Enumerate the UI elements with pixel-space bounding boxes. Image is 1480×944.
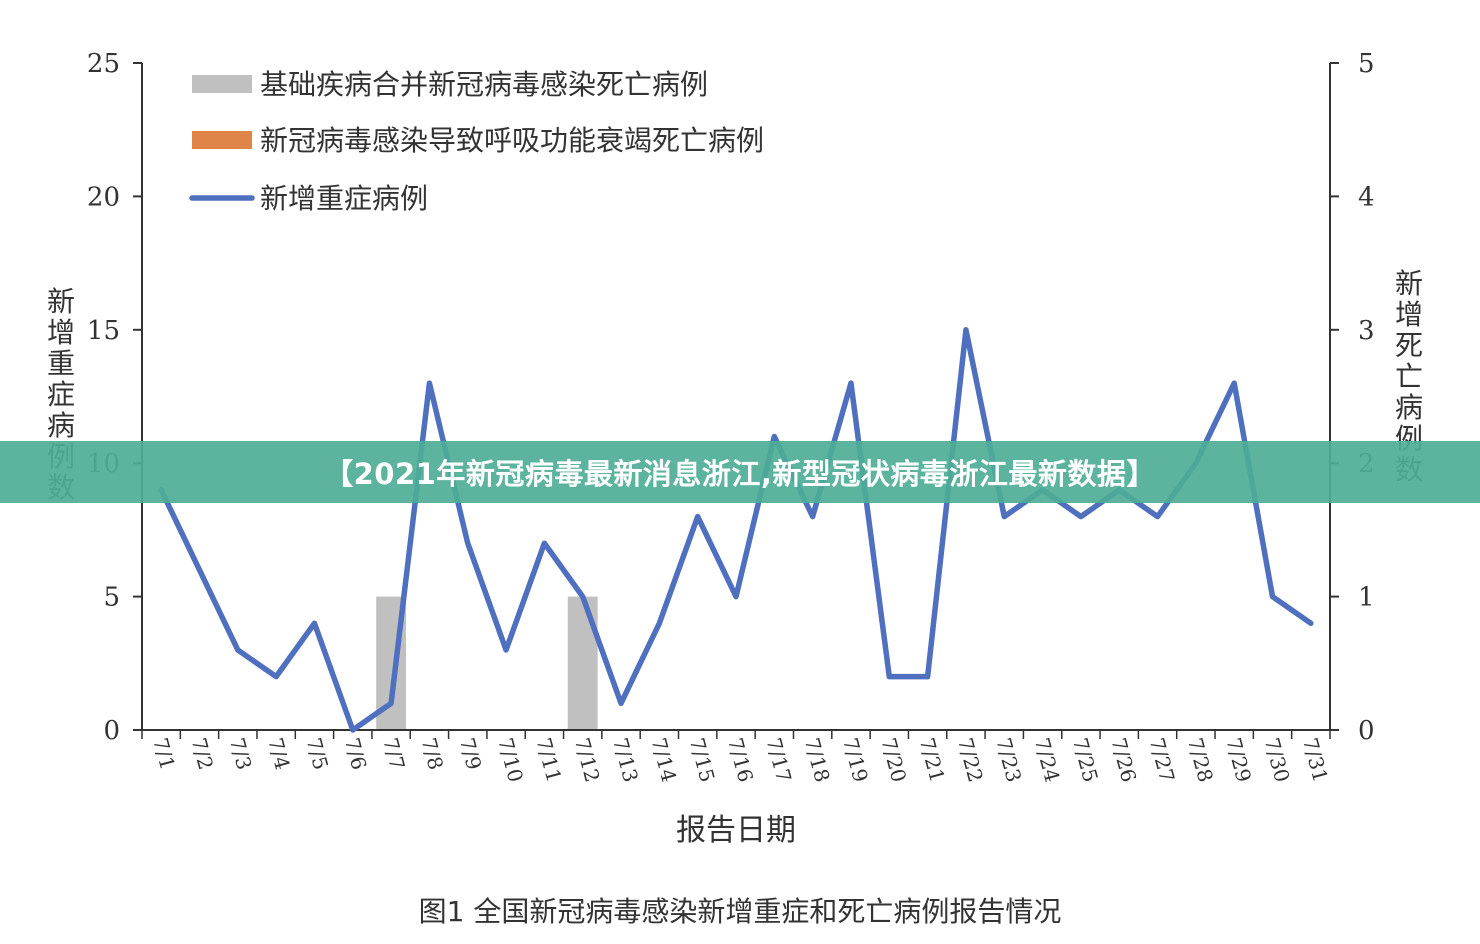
x-axis-label: 报告日期 bbox=[676, 813, 796, 848]
x-tick-label: 7/24 bbox=[1030, 735, 1065, 785]
x-tick-label: 7/14 bbox=[647, 735, 682, 785]
x-tick-label: 7/15 bbox=[685, 735, 720, 785]
right-tick-label: 0 bbox=[1358, 716, 1375, 746]
x-tick-label: 7/16 bbox=[723, 735, 758, 785]
x-tick-label: 7/5 bbox=[302, 735, 334, 772]
right-axis-label-char: 病 bbox=[1395, 391, 1423, 424]
left-tick-label: 20 bbox=[87, 182, 120, 212]
x-tick-label: 7/17 bbox=[761, 735, 796, 785]
left-tick-label: 5 bbox=[103, 583, 120, 613]
x-tick-label: 7/31 bbox=[1298, 735, 1333, 785]
left-axis-label-char: 新 bbox=[47, 285, 75, 318]
legend-label-1: 新冠病毒感染导致呼吸功能衰竭死亡病例 bbox=[260, 124, 764, 157]
line-group bbox=[158, 327, 1314, 733]
right-tick-label: 1 bbox=[1358, 583, 1375, 613]
legend-label-0: 基础疾病合并新冠病毒感染死亡病例 bbox=[260, 68, 708, 101]
x-tick-label: 7/22 bbox=[953, 735, 988, 785]
right-axis-label-char: 亡 bbox=[1395, 360, 1423, 393]
x-tick-label: 7/3 bbox=[225, 735, 257, 772]
bar-7-12 bbox=[567, 596, 598, 730]
x-tick-label: 7/11 bbox=[532, 735, 567, 785]
x-tick-label: 7/29 bbox=[1221, 735, 1256, 785]
legend-label-2: 新增重症病例 bbox=[260, 182, 428, 215]
left-tick-label: 0 bbox=[103, 716, 120, 746]
left-axis-label-char: 增 bbox=[47, 316, 75, 349]
bar-group bbox=[376, 596, 598, 730]
legend-swatch-1 bbox=[192, 131, 252, 149]
x-tick-label: 7/26 bbox=[1106, 735, 1141, 785]
title-banner: 【2021年新冠病毒最新消息浙江,新型冠状病毒浙江最新数据】 bbox=[0, 441, 1480, 503]
line-series-0 bbox=[158, 327, 1314, 733]
x-tick-label: 7/23 bbox=[991, 735, 1026, 785]
left-axis-label-char: 重 bbox=[47, 347, 75, 380]
x-tick-label: 7/10 bbox=[493, 735, 528, 785]
right-axis-label-char: 新 bbox=[1395, 267, 1423, 300]
banner-text: 【2021年新冠病毒最新消息浙江,新型冠状病毒浙江最新数据】 bbox=[324, 457, 1156, 491]
right-axis-label-char: 增 bbox=[1395, 298, 1423, 331]
legend-swatch-0 bbox=[192, 75, 252, 93]
x-tick-label: 7/28 bbox=[1183, 735, 1218, 785]
x-tick-label: 7/27 bbox=[1145, 735, 1180, 785]
x-tick-label: 7/30 bbox=[1260, 735, 1295, 785]
x-tick-label: 7/9 bbox=[455, 735, 487, 772]
figure-caption: 图1 全国新冠病毒感染新增重症和死亡病例报告情况 bbox=[418, 895, 1062, 928]
left-axis-label-char: 症 bbox=[47, 378, 75, 411]
x-tick-label: 7/6 bbox=[340, 735, 372, 772]
x-tick-label: 7/20 bbox=[876, 735, 911, 785]
x-tick-label: 7/2 bbox=[187, 735, 219, 772]
right-tick-label: 5 bbox=[1358, 49, 1375, 79]
x-tick-label: 7/25 bbox=[1068, 735, 1103, 785]
x-tick-label: 7/21 bbox=[915, 735, 950, 785]
x-tick-label: 7/12 bbox=[570, 735, 605, 785]
x-tick-label: 7/18 bbox=[800, 735, 835, 785]
right-tick-label: 4 bbox=[1358, 182, 1375, 212]
x-tick-label: 7/1 bbox=[148, 735, 180, 772]
left-axis-label-char: 病 bbox=[47, 409, 75, 442]
x-tick-label: 7/13 bbox=[608, 735, 643, 785]
right-tick-label: 3 bbox=[1358, 316, 1375, 346]
left-tick-label: 15 bbox=[87, 316, 120, 346]
left-tick-label: 25 bbox=[87, 49, 120, 79]
x-tick-label: 7/4 bbox=[263, 735, 295, 772]
x-tick-label: 7/7 bbox=[378, 735, 410, 772]
right-axis-label-char: 死 bbox=[1395, 329, 1423, 362]
x-tick-label: 7/8 bbox=[417, 735, 449, 772]
x-tick-label: 7/19 bbox=[838, 735, 873, 785]
